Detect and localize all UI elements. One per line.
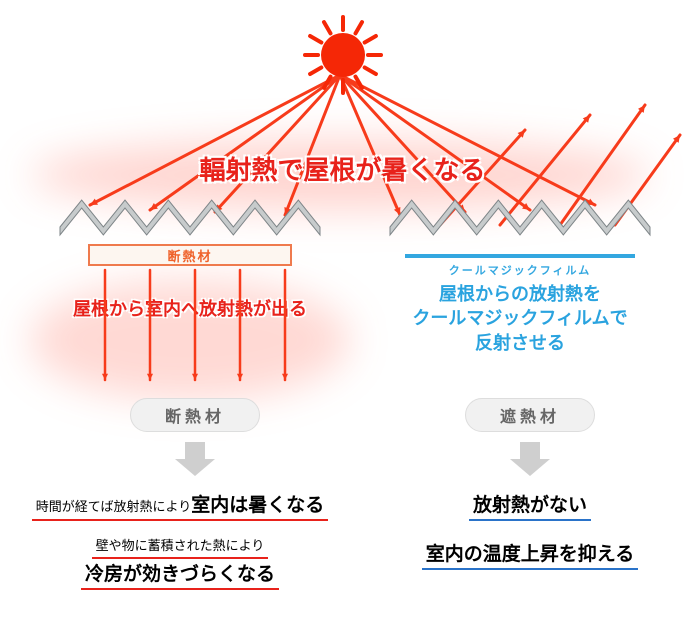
big-arrow-right [510, 442, 550, 476]
pill-right: 遮熱材 [465, 398, 595, 432]
result-right: 放射熱がない室内の温度上昇を抑える [370, 490, 685, 570]
pill-left: 断熱材 [130, 398, 260, 432]
big-arrow-left [175, 442, 215, 476]
result-left: 時間が経てば放射熱により室内は暑くなる壁や物に蓄積された熱により冷房が効きづらく… [20, 490, 340, 590]
pill-left-label: 断熱材 [165, 403, 225, 427]
pill-right-label: 遮熱材 [500, 403, 560, 427]
diagram-root: { "type": "infographic", "canvas": {"w":… [0, 0, 685, 620]
